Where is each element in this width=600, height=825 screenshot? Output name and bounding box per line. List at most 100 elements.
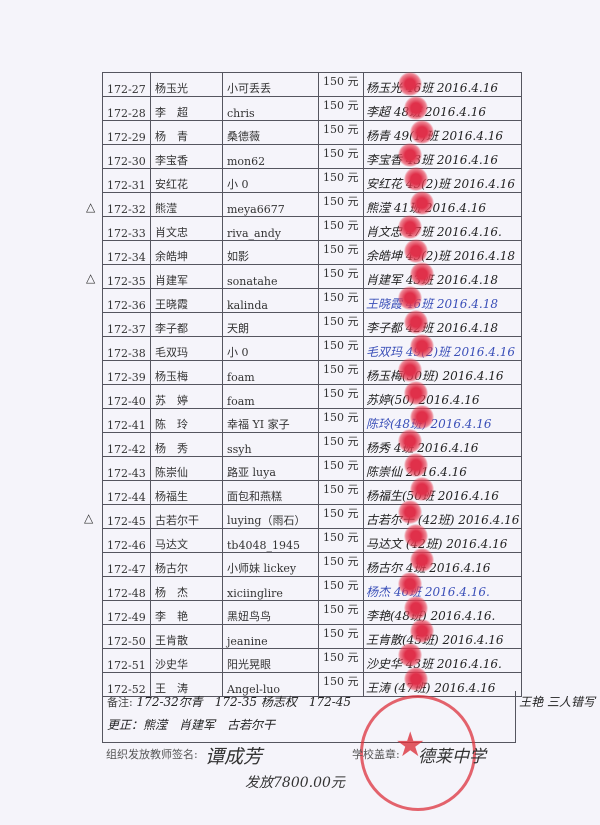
id-cell: 172-33 xyxy=(102,216,151,241)
nickname-cell: xiciinglire xyxy=(222,576,319,601)
name-cell: 杨福生 xyxy=(150,480,223,505)
signature-cell: 王涛 (47班) 2016.4.16 xyxy=(362,672,523,697)
fingerprint xyxy=(404,667,428,691)
id-cell: 172-51 xyxy=(102,648,151,673)
payment-table: 172-27 杨玉光 小可丢丢 150 元杨玉光 46班 2016.4.16 172-2… xyxy=(102,72,523,697)
signature-cell: 陈崇仙 2016.4.16 xyxy=(362,456,523,481)
stamp-star-icon: ★ xyxy=(395,725,426,765)
amount-cell: 150 元 xyxy=(318,288,364,313)
signature-cell: 杨古尔 4班 2016.4.16 xyxy=(362,552,523,577)
amount-cell: 150 元 xyxy=(318,312,364,337)
fingerprint xyxy=(410,476,434,501)
table-row: 172-39 杨玉梅 foam 150 元杨玉梅(50班) 2016.4.16 xyxy=(102,360,523,385)
nickname-cell: 桑德薇 xyxy=(222,120,319,145)
nickname-cell: luying（雨石） xyxy=(222,504,319,529)
remarks-line-2: 更正：熊滢 肖建军 古若尔干 xyxy=(107,718,276,732)
nickname-cell: foam xyxy=(222,384,319,409)
amount-cell: 150 元 xyxy=(318,576,364,601)
school-name-handwritten: 德莱中学 xyxy=(418,747,486,767)
total-amount: 发放7800.00元 xyxy=(245,775,345,791)
fingerprint xyxy=(404,381,428,406)
fingerprint xyxy=(398,286,422,311)
fingerprint xyxy=(404,167,428,192)
signature-cell: 毛双玛 49(2)班 2016.4.16 xyxy=(362,336,523,361)
amount-cell: 150 元 xyxy=(318,168,364,193)
signature-cell: 杨青 49(1)班 2016.4.16 xyxy=(362,120,523,145)
name-cell: 王 涛 xyxy=(150,672,223,697)
nickname-cell: 小可丢丢 xyxy=(222,72,319,97)
signature-cell: 杨玉梅(50班) 2016.4.16 xyxy=(362,360,523,385)
nickname-cell: meya6677 xyxy=(222,192,319,217)
name-cell: 陈 玲 xyxy=(150,408,223,433)
fingerprint xyxy=(410,333,434,358)
amount-cell: 150 元 xyxy=(318,648,364,673)
amount-cell: 150 元 xyxy=(318,552,364,577)
amount-cell: 150 元 xyxy=(318,384,364,409)
name-cell: 杨古尔 xyxy=(150,552,223,577)
table-row: 172-45 古若尔干 luying（雨石） 150 元古若尔干 (42班) 2016… xyxy=(102,504,523,529)
fingerprint xyxy=(404,238,428,263)
fingerprint xyxy=(398,357,422,382)
nickname-cell: sonatahe xyxy=(222,264,319,289)
amount-cell: 150 元 xyxy=(318,72,364,97)
name-cell: 杨 杰 xyxy=(150,576,223,601)
fingerprint xyxy=(410,548,434,572)
id-cell: 172-46 xyxy=(102,528,151,553)
nickname-cell: 小 0 xyxy=(222,336,319,361)
fingerprint xyxy=(410,191,434,215)
id-cell: 172-42 xyxy=(102,432,151,457)
amount-cell: 150 元 xyxy=(318,240,364,265)
nickname-cell: 小 0 xyxy=(222,168,319,193)
nickname-cell: 阳光晃眼 xyxy=(222,648,319,673)
stamp-label: 学校盖章: xyxy=(352,748,400,761)
name-cell: 古若尔干 xyxy=(150,504,223,529)
fingerprint xyxy=(410,619,434,644)
signature-cell: 沙史华 43班 2016.4.16. xyxy=(362,648,523,673)
name-cell: 李 艳 xyxy=(150,600,223,625)
amount-cell: 150 元 xyxy=(318,144,364,169)
teacher-signature: 谭成芳 xyxy=(205,746,263,768)
table-row: 172-30 李宝香 mon62 150 元李宝香 43班 2016.4.16 xyxy=(102,144,523,169)
nickname-cell: chris xyxy=(222,96,319,121)
name-cell: 毛双玛 xyxy=(150,336,223,361)
amount-cell: 150 元 xyxy=(318,336,364,361)
fingerprint xyxy=(398,643,422,668)
name-cell: 肖建军 xyxy=(150,264,223,289)
nickname-cell: 面包和燕糕 xyxy=(222,480,319,505)
signature-cell: 马达文 (42班) 2016.4.16 xyxy=(362,528,523,553)
name-cell: 杨玉梅 xyxy=(150,360,223,385)
id-cell: 172-36 xyxy=(102,288,151,313)
signature-cell: 杨杰 46班 2016.4.16. xyxy=(362,576,523,601)
name-cell: 李宝香 xyxy=(150,144,223,169)
amount-cell: 150 元 xyxy=(318,264,364,289)
amount-cell: 150 元 xyxy=(318,120,364,145)
signature-cell: 李超 48班 2016.4.16 xyxy=(362,96,523,121)
fingerprint xyxy=(410,262,434,287)
table-row: 172-51 沙史华 阳光晃眼 150 元沙史华 43班 2016.4.16. xyxy=(102,648,523,673)
id-cell: 172-49 xyxy=(102,600,151,625)
margin-mark: △ xyxy=(84,511,94,525)
table-row: 172-40 苏 婷 foam 150 元苏婷(50) 2016.4.16 xyxy=(102,384,523,409)
signature-cell: 安红花 49(2)班 2016.4.16 xyxy=(362,168,523,193)
id-cell: 172-27 xyxy=(102,72,151,97)
fingerprint xyxy=(410,119,434,144)
id-cell: 172-48 xyxy=(102,576,151,601)
signature-cell: 李宝香 43班 2016.4.16 xyxy=(362,144,523,169)
amount-cell: 150 元 xyxy=(318,504,364,529)
name-cell: 李 超 xyxy=(150,96,223,121)
amount-cell: 150 元 xyxy=(318,216,364,241)
nickname-cell: 路亚 luya xyxy=(222,456,319,481)
amount-cell: 150 元 xyxy=(318,432,364,457)
id-cell: 172-31 xyxy=(102,168,151,193)
nickname-cell: 天朗 xyxy=(222,312,319,337)
fingerprint xyxy=(398,571,422,596)
fingerprint xyxy=(404,310,428,334)
table-row: 172-36 王晓霞 kalinda 150 元王晓霞 46班 2016.4.18 xyxy=(102,288,523,313)
table-row: 172-27 杨玉光 小可丢丢 150 元杨玉光 46班 2016.4.16 xyxy=(102,72,523,97)
id-cell: 172-29 xyxy=(102,120,151,145)
amount-cell: 150 元 xyxy=(318,600,364,625)
amount-cell: 150 元 xyxy=(318,480,364,505)
